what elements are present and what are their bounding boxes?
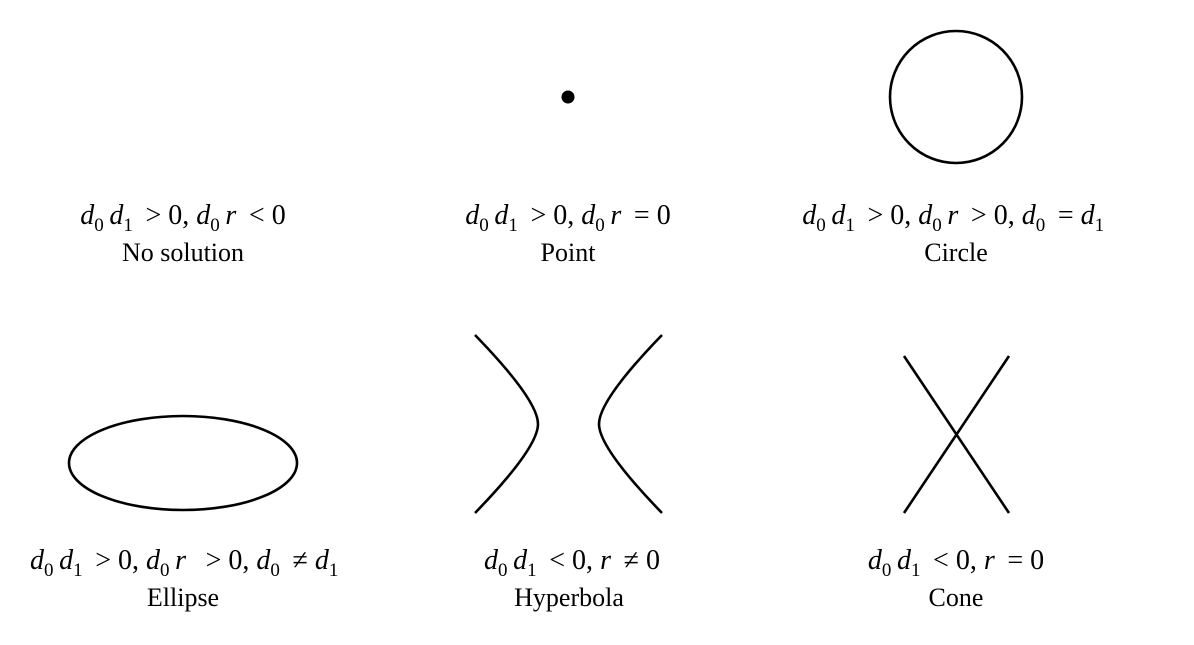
math-subscript: 1 (527, 560, 537, 581)
hyperbola-left-branch (474, 334, 540, 514)
math-subscript: 0 (94, 215, 104, 236)
math-operator: > 0, (523, 200, 582, 231)
math-subscript: 0 (160, 560, 170, 581)
cone-line-2 (902, 355, 1011, 514)
math-variable: d (918, 200, 933, 231)
math-variable: d (513, 545, 528, 576)
math-operator: > 0, (860, 200, 919, 231)
name-ellipse: Ellipse (146, 583, 220, 612)
math-operator: = 0 (626, 200, 671, 231)
math-variable: d (196, 200, 211, 231)
math-subscript: 1 (123, 215, 133, 236)
cone-shape (902, 355, 1011, 514)
math-variable: d (867, 545, 882, 576)
math-subscript: 0 (932, 215, 942, 236)
math-subscript: 0 (210, 215, 220, 236)
math-operator: < 0, (542, 545, 601, 576)
name-circle: Circle (924, 238, 988, 267)
math-subscript: 1 (328, 560, 339, 581)
math-subscript: 0 (479, 215, 489, 236)
math-variable: d (494, 200, 509, 231)
math-subscript: 0 (881, 560, 892, 581)
math-variable: r (225, 200, 237, 231)
condition-hyperbola: d0 d1 < 0, r ≠ 0 (484, 545, 660, 581)
name-cone: Cone (928, 583, 984, 612)
math-variable: r (947, 200, 959, 231)
math-variable: d (484, 545, 499, 576)
math-variable: r (600, 545, 611, 576)
math-subscript: 1 (910, 560, 921, 581)
math-subscript: 0 (816, 215, 826, 236)
circle-shape (888, 29, 1024, 165)
math-subscript: 1 (508, 215, 518, 236)
math-subscript: 1 (73, 560, 83, 581)
math-operator: > 0, (191, 545, 257, 576)
math-subscript: 1 (845, 215, 855, 236)
math-variable: d (465, 200, 480, 231)
math-operator: > 0, (138, 200, 197, 231)
math-subscript: 0 (43, 560, 54, 581)
name-no-solution: No solution (121, 238, 245, 267)
math-variable: d (802, 200, 817, 231)
math-operator: ≠ 0 (616, 545, 660, 576)
math-variable: r (983, 545, 995, 576)
math-operator: < 0 (241, 200, 286, 231)
math-operator: < 0, (926, 545, 984, 576)
point-shape (561, 90, 575, 104)
condition-point: d0 d1 > 0, d0 r = 0 (465, 200, 671, 236)
condition-cone: d0 d1 < 0, r = 0 (867, 545, 1045, 581)
math-operator: > 0, (963, 200, 1022, 231)
condition-circle: d0 d1 > 0, d0 r > 0, d0 = d1 (802, 200, 1109, 236)
math-subscript: 0 (1035, 215, 1046, 236)
math-operator: = 0 (1000, 545, 1045, 576)
math-subscript: 0 (595, 215, 605, 236)
name-hyperbola: Hyperbola (514, 583, 624, 612)
math-variable: d (29, 545, 44, 576)
math-variable: d (109, 200, 124, 231)
math-variable: d (1021, 200, 1036, 231)
math-variable: d (314, 545, 329, 576)
math-operator: ≠ (285, 545, 315, 576)
name-point: Point (540, 238, 596, 267)
condition-no-solution: d0 d1 > 0, d0 r < 0 (80, 200, 286, 236)
math-variable: d (256, 545, 271, 576)
math-variable: d (896, 545, 911, 576)
math-variable: d (581, 200, 596, 231)
math-variable: r (175, 545, 187, 576)
math-subscript: 1 (1094, 215, 1105, 236)
hyperbola-shape (474, 334, 663, 514)
math-subscript: 0 (498, 560, 508, 581)
math-variable: d (80, 200, 95, 231)
hyperbola-right-branch (597, 334, 663, 514)
ellipse-shape (67, 414, 299, 512)
math-operator: = (1050, 200, 1081, 231)
math-variable: d (59, 545, 74, 576)
math-variable: d (146, 545, 160, 576)
condition-ellipse: d0 d1 > 0, d0 r > 0, d0 ≠ d1 (29, 545, 344, 581)
math-operator: > 0, (88, 545, 146, 576)
math-variable: r (610, 200, 622, 231)
math-variable: d (1080, 200, 1095, 231)
math-variable: d (831, 200, 846, 231)
math-subscript: 0 (270, 560, 280, 581)
